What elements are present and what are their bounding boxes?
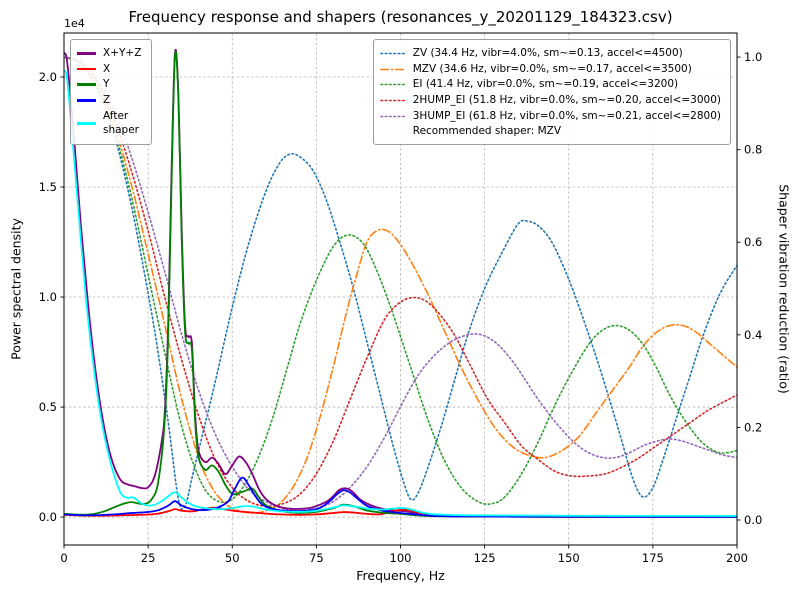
legend-line-swatch [77, 67, 96, 71]
legend-item: Y [77, 77, 141, 92]
series-mzv [64, 56, 737, 514]
legend-item: X [77, 62, 141, 77]
shaper-legend: ZV (34.4 Hz, vibr=4.0%, sm~=0.13, accel<… [372, 39, 731, 145]
series-2hump-ei [64, 56, 737, 507]
legend-item: 2HUMP_EI (51.8 Hz, vibr=0.0%, sm~=0.20, … [379, 93, 721, 108]
svg-text:0.0: 0.0 [744, 513, 762, 527]
legend-label: Y [103, 78, 110, 91]
svg-text:0.8: 0.8 [744, 143, 762, 157]
svg-text:50: 50 [225, 551, 240, 565]
legend-label: EI (41.4 Hz, vibr=0.0%, sm~=0.19, accel<… [412, 78, 679, 91]
legend-line-swatch [379, 52, 406, 55]
svg-text:200: 200 [726, 551, 748, 565]
legend-line-swatch [77, 99, 96, 102]
x-axis-label: Frequency, Hz [356, 568, 445, 583]
legend-line-swatch [379, 68, 406, 70]
legend-line-swatch [379, 83, 406, 86]
series-after-shaper [64, 69, 737, 517]
svg-text:0.5: 0.5 [39, 400, 57, 414]
legend-line-swatch [77, 83, 96, 86]
legend-line-swatch [379, 115, 406, 117]
legend-label: X+Y+Z [103, 47, 142, 59]
svg-text:1.0: 1.0 [39, 290, 57, 304]
recommended-shaper-note: Recommended shaper: MZV [412, 125, 562, 138]
svg-text:100: 100 [390, 551, 412, 565]
legend-label: ZV (34.4 Hz, vibr=4.0%, sm~=0.13, accel<… [412, 47, 683, 59]
tick-labels: 0 25 50 75 100 125 150 175 200 0.0 0.5 1.0 1.5 2.0 0.0… [39, 50, 763, 565]
svg-text:75: 75 [309, 551, 324, 565]
series-y [64, 50, 737, 518]
series-3hump-ei [64, 56, 737, 512]
series-x-y-z [64, 48, 737, 518]
psd-legend: X+Y+Z X Y Z After shaper [70, 39, 153, 146]
series-zv [64, 56, 737, 510]
svg-text:2.0: 2.0 [39, 70, 57, 84]
legend-label: After shaper [103, 109, 140, 137]
legend-line-swatch [379, 99, 406, 102]
svg-text:0: 0 [60, 551, 67, 565]
legend-item: MZV (34.6 Hz, vibr=0.0%, sm~=0.17, accel… [379, 62, 721, 77]
series-z [64, 476, 737, 518]
svg-text:25: 25 [141, 551, 156, 565]
legend-item: After shaper [77, 109, 141, 138]
svg-text:0.6: 0.6 [744, 235, 762, 249]
chart-title: Frequency response and shapers (resonanc… [128, 8, 673, 26]
series-x [64, 506, 737, 518]
svg-text:150: 150 [558, 551, 580, 565]
svg-text:0.2: 0.2 [744, 420, 762, 434]
legend-label: Z [103, 94, 111, 107]
svg-text:1.5: 1.5 [39, 180, 57, 194]
legend-line-swatch [77, 122, 96, 125]
legend-item: 3HUMP_EI (61.8 Hz, vibr=0.0%, sm~=0.21, … [379, 109, 721, 124]
series-group [64, 48, 737, 518]
legend-label: MZV (34.6 Hz, vibr=0.0%, sm~=0.17, accel… [412, 62, 692, 75]
svg-text:0.4: 0.4 [744, 328, 762, 342]
svg-text:1.0: 1.0 [744, 50, 762, 64]
y-axis-offset-text: 1e4 [64, 17, 85, 30]
legend-label: 3HUMP_EI (61.8 Hz, vibr=0.0%, sm~=0.21, … [412, 109, 721, 122]
svg-text:175: 175 [642, 551, 664, 565]
legend-label: X [103, 62, 111, 75]
legend-line-swatch [77, 52, 96, 55]
series-ei [64, 56, 737, 505]
legend-item: EI (41.4 Hz, vibr=0.0%, sm~=0.19, accel<… [379, 77, 721, 92]
y-axis-label-right: Shaper vibration reduction (ratio) [776, 184, 792, 394]
legend-item: X+Y+Z [77, 46, 141, 61]
legend-item: Z [77, 93, 141, 108]
svg-text:0.0: 0.0 [39, 510, 57, 524]
legend-label: 2HUMP_EI (51.8 Hz, vibr=0.0%, sm~=0.20, … [412, 94, 721, 107]
svg-text:125: 125 [474, 551, 496, 565]
y-axis-label-left: Power spectral density [8, 218, 24, 360]
legend-item: ZV (34.4 Hz, vibr=4.0%, sm~=0.13, accel<… [379, 46, 721, 61]
